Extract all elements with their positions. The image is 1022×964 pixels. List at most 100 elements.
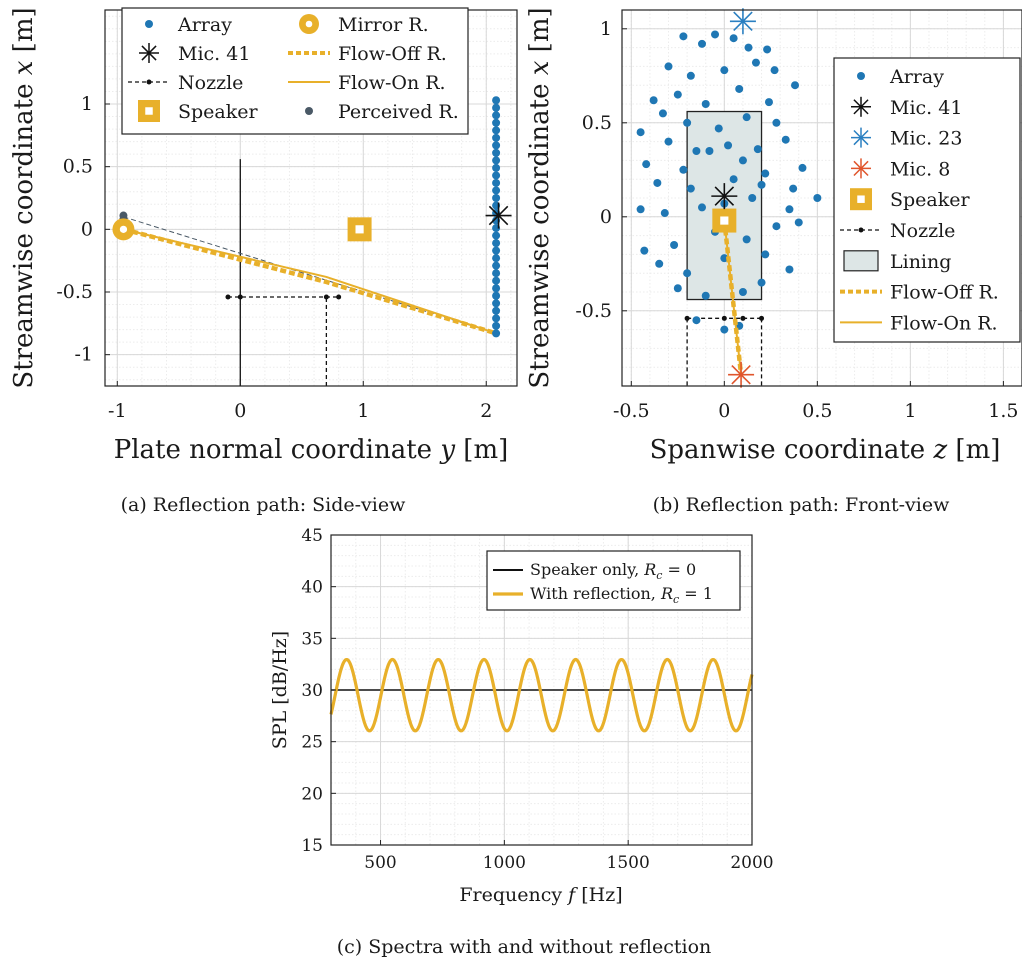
a-y-tick-label: 0.5 xyxy=(63,156,93,178)
mic-41-marker-stroke xyxy=(714,186,735,206)
a-x-axis-label: Plate normal coordinate y [m] xyxy=(114,435,509,465)
b-legend-symbol xyxy=(851,127,871,148)
array-mic-point xyxy=(714,124,723,133)
array-mic-point xyxy=(492,111,501,120)
array-mic-point xyxy=(658,109,667,118)
a-legend-symbol xyxy=(145,20,153,28)
b-x-tick-label: 1 xyxy=(904,400,916,422)
c-x-tick-label: 1500 xyxy=(607,853,650,873)
a-x-tick-label: 0 xyxy=(234,400,246,422)
array-mic-point xyxy=(711,30,720,39)
nozzle-point xyxy=(237,294,243,300)
a-x-tick-label: 2 xyxy=(480,400,492,422)
c-caption: (c) Spectra with and without reflection xyxy=(337,936,712,958)
array-mic-point xyxy=(813,194,822,202)
array-mic-point xyxy=(720,254,729,263)
a-legend-label: Perceived R. xyxy=(338,101,459,123)
mirror-marker-center xyxy=(119,225,128,233)
c-y-tick-label: 45 xyxy=(301,526,323,546)
c-legend-label: With reflection, Rc = 1 xyxy=(530,584,713,606)
array-mic-point xyxy=(753,145,762,154)
a-y-tick-label: -0.5 xyxy=(56,281,93,303)
panel-spectra: 500 1000 1500 2000 15 20 25 30 35 40 45 Frequency f… xyxy=(269,526,774,958)
array-mic-point xyxy=(673,90,682,99)
array-mic-point xyxy=(492,321,501,330)
array-mic-point xyxy=(492,156,501,165)
b-y-tick-label: 0.5 xyxy=(582,112,612,134)
b-x-tick-label: -0.5 xyxy=(613,400,650,422)
array-mic-point xyxy=(492,126,501,135)
c-y-axis-label: SPL [dB/Hz] xyxy=(269,631,291,749)
array-mic-point xyxy=(492,231,501,240)
a-legend-label: Speaker xyxy=(178,101,259,123)
c-x-tick-label: 2000 xyxy=(730,853,773,873)
a-legend-symbol-center xyxy=(305,20,313,28)
array-mic-point xyxy=(785,205,794,214)
a-legend-symbol xyxy=(305,107,313,115)
b-legend: Array Mic. 41 Mic. 23 Mic. 8 Speaker Nozzle Li… xyxy=(833,57,1021,343)
array-mic-point xyxy=(492,299,501,308)
b-axes-frame xyxy=(621,9,1022,387)
b-legend-symbol xyxy=(851,96,871,117)
perceived-point xyxy=(119,211,128,220)
a-legend-label: Mirror R. xyxy=(338,14,429,36)
c-x-tick-label: 500 xyxy=(364,853,396,873)
a-caption: (a) Reflection path: Side-view xyxy=(121,494,407,516)
array-mic-point xyxy=(720,325,729,334)
a-y-tick-label: 0 xyxy=(81,218,93,240)
array-mic-point xyxy=(492,284,501,293)
array-mic-point xyxy=(785,265,794,274)
array-mic-point xyxy=(492,269,501,278)
a-legend-label: Mic. 41 xyxy=(178,43,250,65)
a-x-tick-label: -1 xyxy=(108,400,127,422)
mic-41-marker xyxy=(711,183,738,210)
speaker-marker-center xyxy=(355,225,364,234)
array-mic-point xyxy=(770,66,779,75)
array-mic-point xyxy=(772,118,781,127)
array-mic-point xyxy=(772,222,781,231)
panel-side-view: -1 0 1 2 -1 -0.5 0 0.5 1 Plate normal coordinate … xyxy=(9,7,518,516)
b-x-axis-label: Spanwise coordinate z [m] xyxy=(650,435,1001,465)
array-mic-point xyxy=(664,62,673,71)
b-legend-label: Mic. 41 xyxy=(890,97,962,119)
b-legend-symbol-center xyxy=(857,195,865,203)
series-with-reflection xyxy=(329,657,754,733)
b-legend-label: Lining xyxy=(890,251,951,273)
b-y-axis-label: Streamwise coordinate x [m] xyxy=(525,7,555,388)
b-legend-symbol xyxy=(857,72,865,80)
mic-41-marker xyxy=(485,202,512,229)
array-mic-point xyxy=(492,96,501,105)
b-x-tick-label: 0 xyxy=(718,400,730,422)
a-y-tick-label: -1 xyxy=(74,344,93,366)
array-mic-point xyxy=(683,118,692,127)
array-mic-point xyxy=(738,288,747,296)
c-legend-label: Speaker only, Rc = 0 xyxy=(530,560,696,582)
c-y-tick-label: 15 xyxy=(301,836,323,856)
a-legend-box xyxy=(121,7,469,135)
b-legend-label: Speaker xyxy=(890,189,971,211)
array-mic-point xyxy=(492,141,501,150)
array-mic-point xyxy=(492,171,501,180)
b-y-tick-label: -0.5 xyxy=(575,300,612,322)
array-mic-point xyxy=(492,239,501,248)
array-mic-point xyxy=(492,103,501,112)
array-mic-point xyxy=(742,113,751,122)
c-y-tick-label: 25 xyxy=(301,733,323,753)
array-mic-point xyxy=(492,148,501,157)
array-mic-point xyxy=(742,235,751,244)
b-y-tick-label: 0 xyxy=(600,206,612,228)
array-mic-point xyxy=(653,178,662,187)
array-mic-point xyxy=(673,284,682,293)
b-x-tick-label: 1.5 xyxy=(988,400,1018,422)
array-mic-point xyxy=(649,96,658,105)
array-mic-point xyxy=(738,156,747,165)
array-mic-point xyxy=(763,45,772,54)
array-mic-point xyxy=(791,81,800,90)
array-mic-point xyxy=(492,314,501,323)
array-mic-point xyxy=(679,165,688,174)
array-mic-point xyxy=(642,160,651,169)
b-legend-symbol-stroke xyxy=(853,99,869,115)
a-legend-symbol-center xyxy=(145,107,153,115)
